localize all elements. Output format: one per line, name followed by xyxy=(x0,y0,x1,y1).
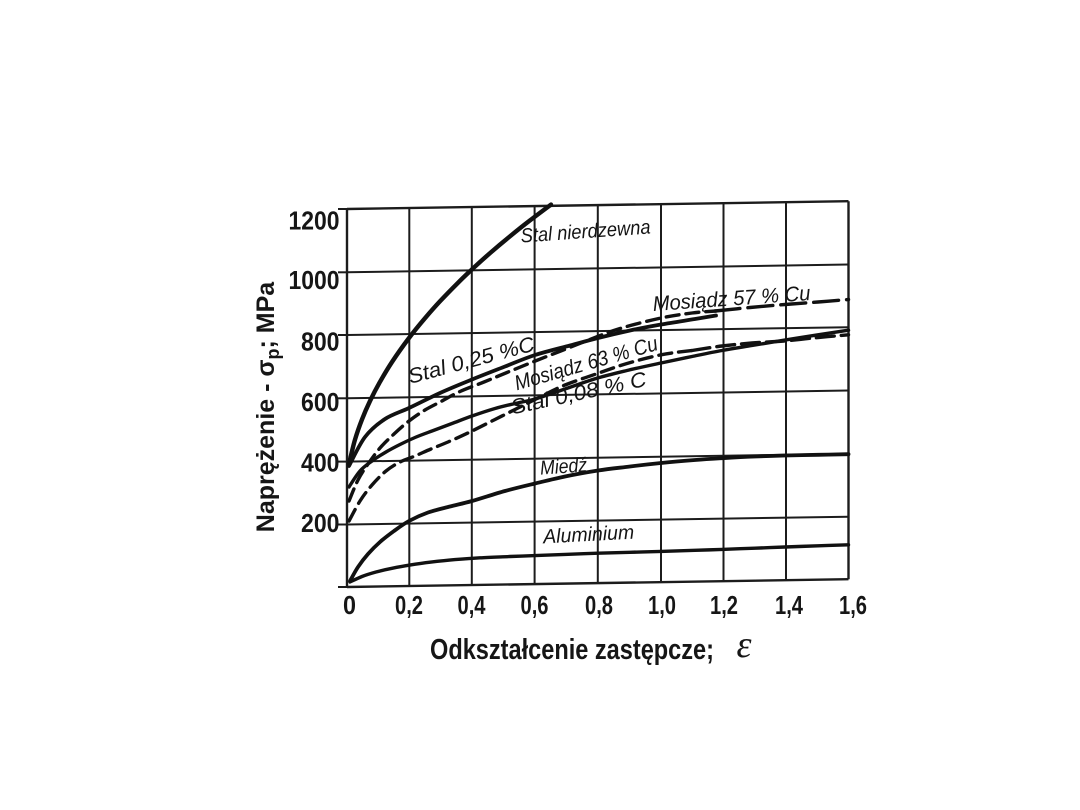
svg-text:600: 600 xyxy=(301,387,340,417)
svg-text:1000: 1000 xyxy=(289,265,340,295)
svg-text:1,2: 1,2 xyxy=(710,590,738,620)
svg-text:0,8: 0,8 xyxy=(585,590,613,620)
svg-text:Odkształcenie zastępcze;: Odkształcenie zastępcze; xyxy=(430,634,714,666)
svg-text:200: 200 xyxy=(301,508,340,538)
svg-text:Aluminium: Aluminium xyxy=(542,522,635,549)
svg-text:0,6: 0,6 xyxy=(521,590,549,620)
svg-text:0,4: 0,4 xyxy=(458,590,486,620)
svg-text:Miedź: Miedź xyxy=(539,454,587,479)
svg-text:1200: 1200 xyxy=(289,206,340,236)
svg-text:ε: ε xyxy=(737,624,752,666)
svg-text:1,6: 1,6 xyxy=(839,590,867,620)
svg-text:0,2: 0,2 xyxy=(395,590,423,620)
svg-text:Naprężenie - σp; MPa: Naprężenie - σp; MPa xyxy=(252,281,283,532)
svg-text:1,4: 1,4 xyxy=(775,590,803,620)
svg-text:1,0: 1,0 xyxy=(648,590,676,620)
svg-text:0: 0 xyxy=(343,590,356,620)
svg-text:400: 400 xyxy=(301,448,340,478)
svg-text:800: 800 xyxy=(301,327,340,357)
